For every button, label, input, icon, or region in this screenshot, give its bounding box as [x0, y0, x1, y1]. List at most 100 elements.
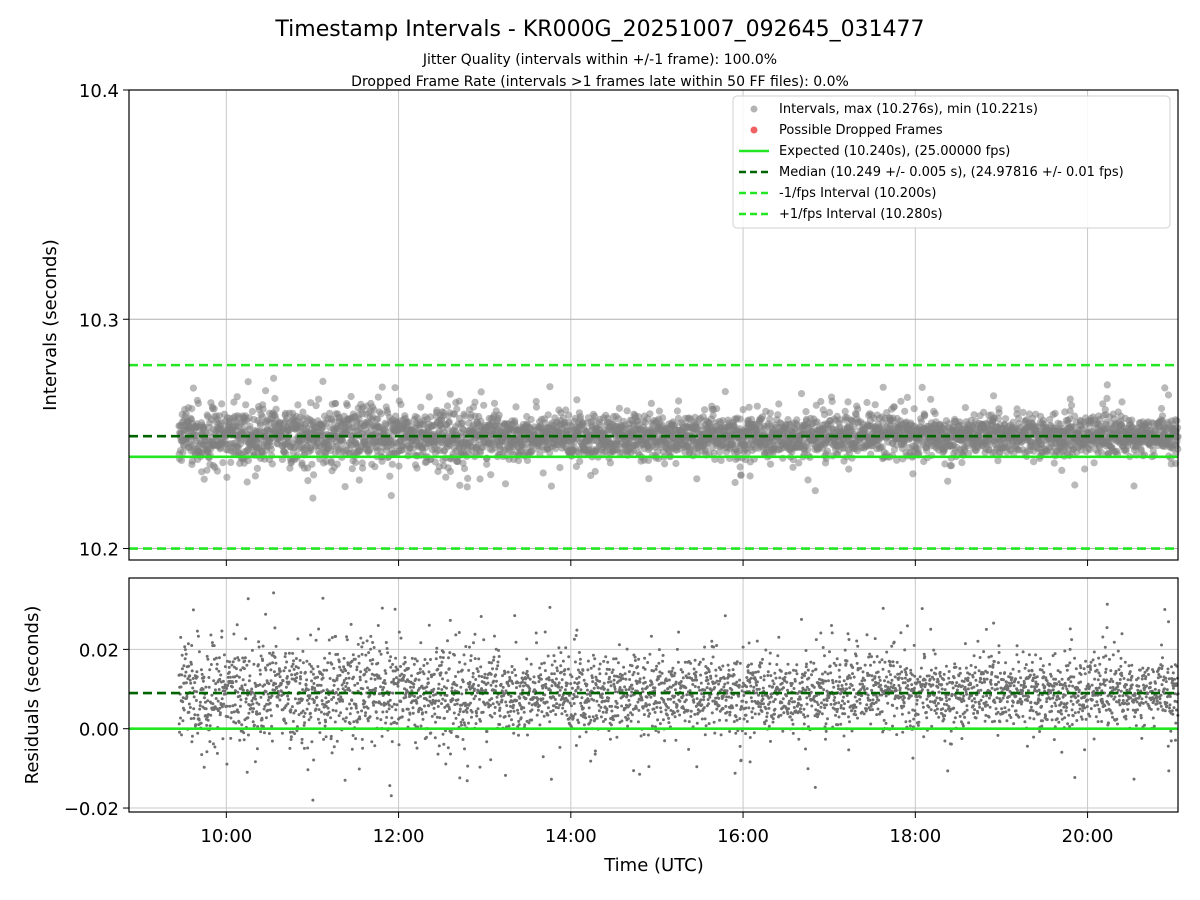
interval-point [194, 399, 202, 407]
interval-point [774, 411, 782, 419]
residual-point [207, 685, 211, 689]
residual-point [211, 742, 215, 746]
interval-point [312, 402, 320, 410]
interval-point [282, 450, 290, 458]
residual-point [284, 685, 288, 689]
interval-point [259, 405, 267, 413]
interval-point [366, 446, 374, 454]
residual-point [201, 687, 205, 691]
residual-point [257, 702, 261, 706]
interval-point [377, 410, 385, 418]
residual-point [356, 642, 360, 646]
interval-point [811, 487, 819, 495]
residual-point [248, 674, 252, 678]
residual-point [350, 699, 354, 702]
residual-point [219, 673, 223, 677]
residual-point [355, 720, 359, 724]
residual-point [187, 710, 191, 714]
interval-point [1058, 466, 1066, 474]
residual-point [306, 746, 310, 750]
residual-point [291, 662, 295, 666]
residual-point [213, 688, 217, 692]
residual-point [390, 716, 394, 720]
residual-point [259, 654, 263, 658]
residual-point [345, 638, 349, 642]
interval-point [903, 393, 912, 401]
interval-point [443, 402, 452, 410]
residual-point [330, 636, 334, 640]
residual-point [359, 636, 363, 640]
interval-point [1161, 384, 1169, 392]
interval-point [828, 397, 836, 405]
residual-point [343, 689, 347, 693]
interval-point [352, 458, 360, 467]
residual-point [378, 649, 382, 653]
residual-point [205, 750, 209, 754]
residual-point [365, 639, 369, 643]
residual-point [252, 662, 256, 666]
interval-point [532, 403, 541, 411]
interval-point [606, 459, 615, 467]
residual-point [181, 719, 185, 723]
residual-point [290, 705, 294, 709]
interval-point [825, 408, 834, 416]
residual-point [182, 664, 186, 668]
residual-point [293, 697, 297, 701]
residual-point [289, 738, 293, 741]
residual-point [338, 673, 342, 677]
residual-point [344, 677, 348, 680]
residual-point [379, 702, 383, 706]
residual-point [209, 663, 213, 666]
residual-point [293, 732, 297, 736]
residual-point [279, 681, 283, 685]
residual-point [227, 670, 231, 674]
residual-point [258, 668, 262, 672]
residual-point [412, 682, 416, 686]
residual-point [254, 697, 258, 701]
residual-point [191, 677, 195, 680]
residual-point [232, 632, 236, 636]
residual-point [230, 663, 234, 667]
residual-point [329, 734, 333, 738]
residual-point [207, 676, 211, 679]
interval-point [477, 388, 485, 396]
residual-point [235, 623, 239, 627]
residual-point [193, 713, 197, 717]
interval-point [789, 463, 797, 471]
residual-point [247, 711, 251, 715]
residual-point [196, 731, 200, 735]
interval-point [463, 483, 471, 491]
residual-point [309, 633, 313, 637]
interval-point [203, 466, 211, 474]
residual-point [364, 711, 368, 715]
residual-point [228, 704, 232, 708]
residual-point [208, 740, 212, 744]
residual-point [367, 651, 371, 655]
residual-point [274, 682, 278, 686]
interval-point [994, 457, 1002, 465]
residual-point [209, 633, 213, 637]
residual-point [364, 653, 368, 657]
residual-point [220, 697, 224, 701]
residual-point [401, 678, 405, 682]
residual-point [367, 668, 371, 672]
residual-point [349, 706, 353, 710]
interval-point [731, 478, 739, 487]
interval-point [921, 411, 929, 419]
interval-point [547, 482, 556, 490]
interval-point [272, 405, 280, 413]
residual-point [352, 675, 356, 679]
interval-point [701, 406, 709, 414]
residual-point [315, 695, 319, 699]
interval-point [879, 383, 887, 391]
residual-point [374, 686, 378, 690]
residual-point [180, 673, 184, 677]
residual-point [380, 734, 384, 738]
residual-point [250, 648, 254, 652]
residual-point [291, 651, 295, 655]
residual-point [383, 682, 387, 685]
residual-point [245, 689, 249, 692]
residual-point [286, 694, 290, 698]
interval-point [358, 459, 366, 467]
interval-point [246, 422, 254, 430]
